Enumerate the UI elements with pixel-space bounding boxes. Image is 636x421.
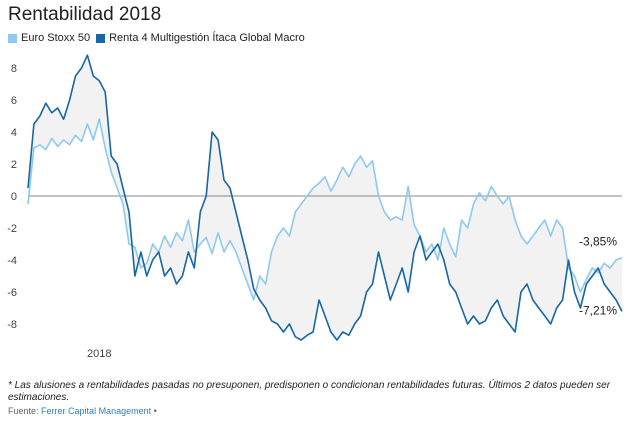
y-tick-label: -8 [7, 319, 17, 331]
chart-legend: Euro Stoxx 50 Renta 4 Multigestión Ítaca… [8, 32, 311, 44]
legend-item-euro-stoxx: Euro Stoxx 50 [8, 32, 90, 44]
y-tick-label: 4 [11, 127, 17, 139]
y-tick-label: 6 [11, 95, 17, 107]
y-tick-label: 2 [11, 159, 17, 171]
y-tick-label: -6 [7, 287, 17, 299]
footnote: * Las alusiones a rentabilidades pasadas… [8, 380, 611, 403]
label-layer: -3,85% -7,21% [579, 235, 617, 318]
y-tick-label: 0 [11, 191, 17, 203]
shade-layer [28, 55, 622, 340]
series-line-renta4 [27, 54, 623, 341]
series-line-euro-stoxx [27, 118, 623, 301]
x-tick-label: 2018 [87, 348, 111, 360]
y-tick-label: -4 [7, 255, 17, 267]
end-label-euro-stoxx: -3,85% [579, 235, 617, 249]
y-tick-label: -2 [7, 223, 17, 235]
legend-label-renta4: Renta 4 Multigestión Ítaca Global Macro [109, 32, 305, 44]
axis-layer: 8 6 4 2 0 -2 -4 -6 -8 2018 [7, 63, 622, 360]
source-link[interactable]: Ferrer Capital Management [41, 406, 152, 416]
chart-title: Rentabilidad 2018 [8, 4, 162, 25]
line-layer [27, 54, 623, 341]
source-line: Fuente: Ferrer Capital Management • [8, 406, 157, 416]
legend-swatch-renta4 [96, 33, 106, 43]
source-label: Fuente: [8, 406, 39, 416]
end-label-renta4: -7,21% [579, 303, 617, 317]
legend-item-renta4: Renta 4 Multigestión Ítaca Global Macro [96, 32, 305, 44]
legend-swatch-euro-stoxx [8, 33, 17, 43]
source-bullet: • [153, 406, 157, 416]
y-tick-label: 8 [11, 63, 17, 75]
spread-area [28, 55, 622, 340]
legend-label-euro-stoxx: Euro Stoxx 50 [21, 32, 91, 44]
